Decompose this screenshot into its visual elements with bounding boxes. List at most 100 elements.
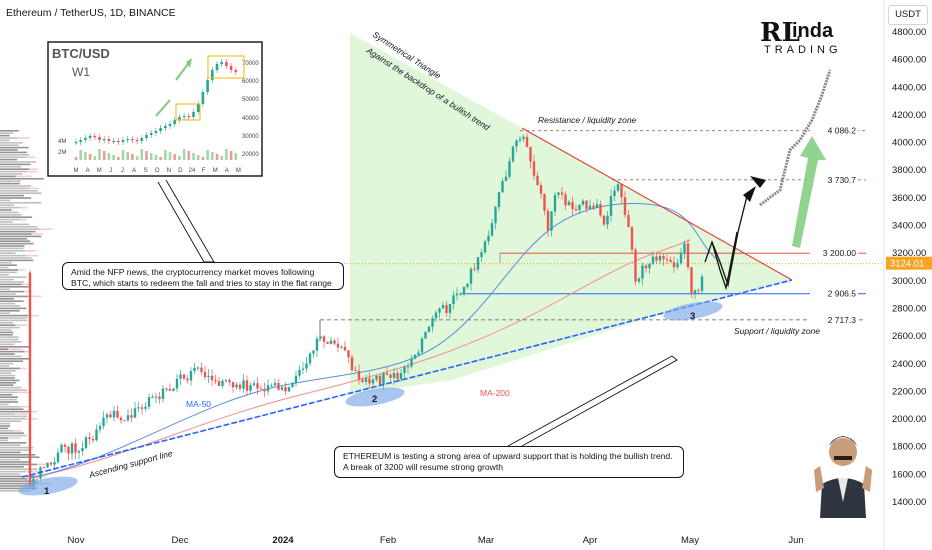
btc-candle-body xyxy=(121,140,125,142)
volume-profile-bar xyxy=(0,254,27,257)
btc-volume-bar xyxy=(206,150,209,160)
candle-body xyxy=(354,370,357,372)
candle-body xyxy=(333,340,336,344)
candle-body xyxy=(473,268,476,270)
volume-profile-bar xyxy=(25,418,38,420)
y-tick-label: 2000.00 xyxy=(892,414,926,425)
y-tick-label: 1400.00 xyxy=(892,497,926,508)
volume-profile-bar xyxy=(0,211,19,214)
volume-profile-bar xyxy=(0,336,19,338)
candle-body xyxy=(574,209,578,211)
candle-body xyxy=(683,243,686,253)
candle-body xyxy=(382,373,385,385)
candle-body xyxy=(347,350,350,358)
y-tick-label: 2200.00 xyxy=(892,386,926,397)
candle-body xyxy=(364,378,368,382)
btc-volume-bar xyxy=(74,157,78,160)
btc-volume-bar xyxy=(159,157,162,160)
candle-body xyxy=(578,204,581,211)
volume-profile-bar xyxy=(0,314,29,317)
volume-profile-bar xyxy=(8,348,23,350)
candle-body xyxy=(518,139,522,141)
candle-body xyxy=(564,194,567,206)
y-tick-label: 4600.00 xyxy=(892,55,926,66)
candle-body xyxy=(210,375,214,381)
volume-profile-bar xyxy=(0,362,14,365)
candle-body xyxy=(77,451,81,453)
volume-profile-bar xyxy=(0,346,30,348)
btc-volume-bar xyxy=(164,150,167,160)
candle-body xyxy=(84,437,88,448)
candle-body xyxy=(396,373,399,379)
candle-body xyxy=(567,201,571,206)
volume-profile-bar xyxy=(0,475,39,478)
volume-profile-bar xyxy=(0,264,17,266)
logo-subtitle: TRADING xyxy=(764,44,842,56)
candle-body xyxy=(105,414,109,418)
volume-profile-bar xyxy=(8,437,21,439)
candle-body xyxy=(368,378,371,384)
volume-profile-bar xyxy=(0,173,23,175)
btc-volume-bar xyxy=(173,154,176,160)
eth-note-pointer xyxy=(507,355,678,447)
volume-profile-bar xyxy=(0,355,22,358)
btc-inset-x-tick: M xyxy=(213,168,218,174)
candle-body xyxy=(200,367,203,373)
btc-volume-bar xyxy=(229,151,233,160)
candle-body xyxy=(497,192,501,207)
last-price-label: 3124.01 xyxy=(890,259,924,270)
btc-volume-bar xyxy=(187,151,191,160)
btc-inset-x-tick: S xyxy=(144,168,148,174)
projection-path xyxy=(711,231,738,291)
candle-body xyxy=(403,366,406,373)
candle-body xyxy=(613,190,616,197)
volume-profile-bar xyxy=(0,142,23,144)
btc-volume-bar xyxy=(126,152,129,160)
candle-body xyxy=(35,478,39,480)
volume-profile-bar xyxy=(0,283,22,286)
candle-body xyxy=(53,462,56,465)
candle-body xyxy=(476,257,480,270)
volume-profile-bar xyxy=(0,242,34,245)
volume-profile-bar xyxy=(0,334,13,336)
volume-profile-bar xyxy=(0,180,21,182)
btc-volume-bar xyxy=(211,152,214,160)
candle-body xyxy=(161,388,165,400)
ma-50-label: MA-50 xyxy=(186,399,211,409)
volume-profile-bar xyxy=(29,410,38,413)
candle-body xyxy=(126,415,130,421)
candle-body xyxy=(620,184,623,198)
btc-inset-x-tick: M xyxy=(97,168,102,174)
btc-inset-y-tick: 30000 xyxy=(242,134,259,140)
candle-body xyxy=(350,357,354,371)
candle-body xyxy=(448,304,452,313)
candle-body xyxy=(627,214,630,228)
volume-profile-bar xyxy=(0,470,26,473)
btc-inset: BTC/USD W1 70000 60000 50000 40000 30000 20000 4… xyxy=(47,41,263,177)
candle-body xyxy=(168,388,172,391)
y-tick-label: 4400.00 xyxy=(892,82,926,93)
volume-profile-bar xyxy=(28,314,39,317)
candle-body xyxy=(252,383,256,385)
volume-profile-bar xyxy=(0,269,19,271)
candle-body xyxy=(522,136,525,140)
candle-body xyxy=(546,210,550,231)
candle-body xyxy=(616,184,620,191)
level-label: 2 906.5 xyxy=(828,289,857,299)
volume-profile-bar xyxy=(0,288,10,290)
volume-profile-bar xyxy=(0,204,15,206)
candle-body xyxy=(287,387,291,392)
candle-body xyxy=(56,452,60,463)
candle-body xyxy=(91,439,95,441)
candle-body xyxy=(144,406,147,409)
candle-body xyxy=(270,385,273,387)
currency-button[interactable]: USDT xyxy=(888,5,928,25)
volume-profile-bar xyxy=(0,307,27,310)
volume-profile-bar xyxy=(0,137,18,139)
volume-profile-bar xyxy=(0,382,16,384)
volume-profile-bar xyxy=(0,228,40,230)
candle-body xyxy=(228,380,231,383)
btc-up-arrowhead xyxy=(186,58,192,68)
projection-path xyxy=(704,191,749,288)
candle-body xyxy=(98,426,102,430)
